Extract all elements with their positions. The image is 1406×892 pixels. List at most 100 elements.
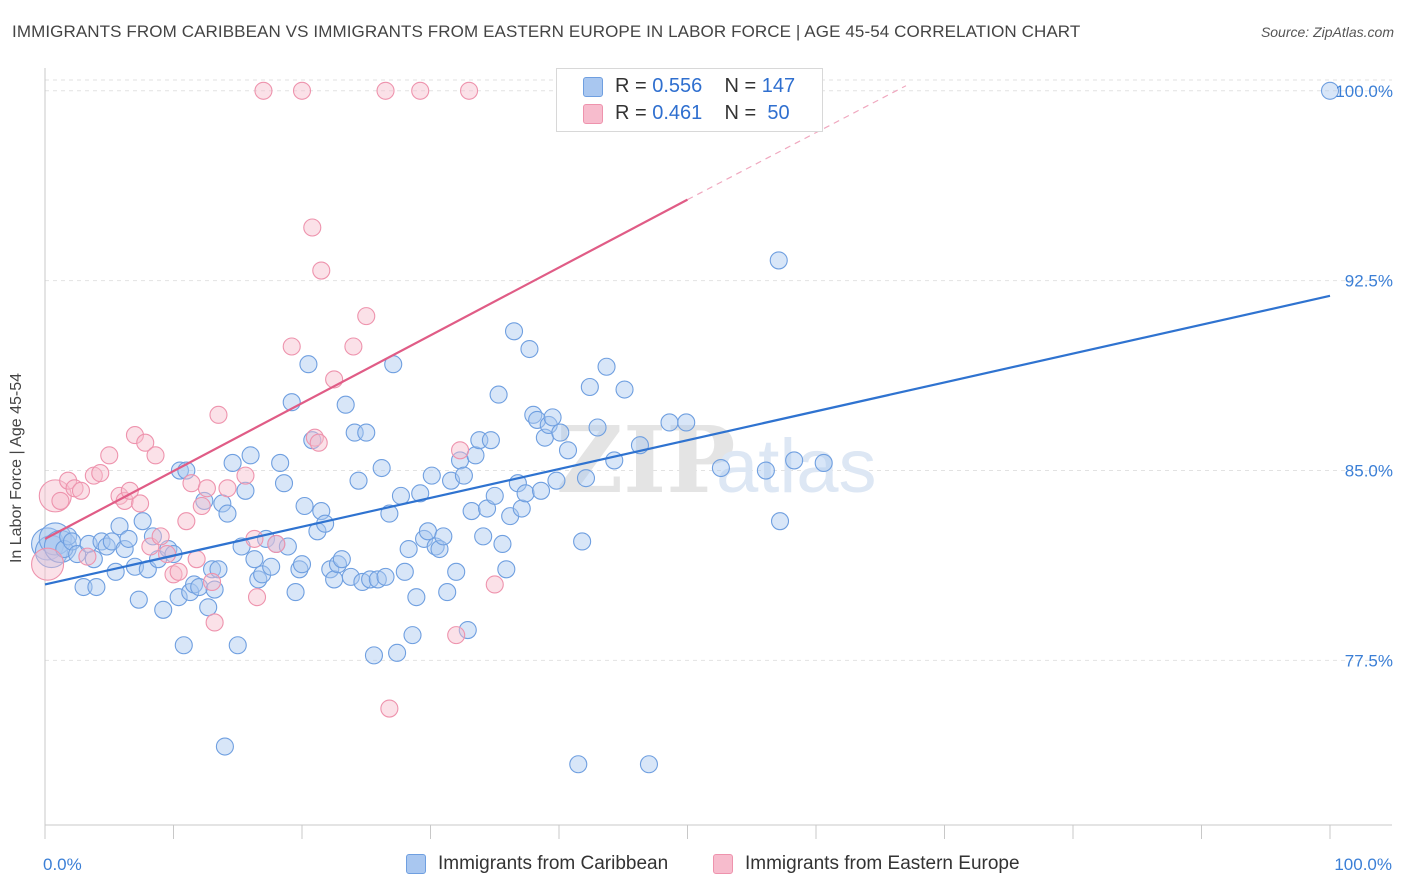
caribbean-point [785,451,804,470]
caribbean-point [615,380,634,399]
caribbean-point [485,486,504,505]
caribbean-point [520,339,539,359]
caribbean-point [462,502,481,521]
eastern-europe-point [411,81,430,100]
caribbean-point [376,567,395,586]
caribbean-point [493,534,512,554]
eastern-europe-point [187,550,206,569]
caribbean-point [576,469,596,488]
eastern-europe-point [357,307,376,326]
eastern-europe-point [78,547,97,566]
caribbean-trend-line [44,294,1331,586]
caribbean-swatch [406,854,426,874]
caribbean-point [154,600,173,619]
caribbean-point [434,527,453,546]
caribbean-point [129,590,148,609]
eastern-europe-point [59,471,78,490]
caribbean-point [466,446,485,465]
caribbean-point [228,636,247,655]
caribbean-point [290,560,309,579]
caribbean-point [68,545,87,564]
eastern-europe-point [203,572,222,591]
caribbean-point [218,504,237,523]
legend-r-label: R = [615,75,647,97]
x-tick-label: 100.0% [1334,855,1392,874]
eastern-europe-point [177,512,196,531]
caribbean-point [115,539,134,559]
points-layer [31,81,1340,774]
eastern-europe-point [169,562,188,581]
eastern-europe-point [51,491,70,510]
bottom-legend-eastern-europe-label: Immigrants from Eastern Europe [745,853,1020,874]
caribbean-point [458,621,477,640]
eastern-europe-point [309,433,328,452]
caribbean-point [547,471,566,490]
caribbean-point [543,408,562,427]
chart-title: IMMIGRANTS FROM CARIBBEAN VS IMMIGRANTS … [12,22,1081,41]
y-tick-label: 77.5% [1345,651,1393,670]
caribbean-point [215,737,234,756]
caribbean-point [87,577,106,597]
eastern-europe-point [192,496,211,516]
caribbean-point [92,532,111,551]
caribbean-point [391,486,410,505]
eastern-europe-point [31,547,65,581]
trend-layer [44,85,1331,586]
caribbean-point [395,562,414,581]
caribbean-point [399,539,418,559]
caribbean-point [569,755,588,774]
caribbean-point [380,504,399,523]
eastern-europe-point [197,479,216,498]
caribbean-point [336,395,355,414]
caribbean-point [407,588,426,607]
caribbean-point [422,466,441,485]
caribbean-point [133,512,152,531]
caribbean-point [497,560,516,579]
caribbean-point [411,484,430,503]
caribbean-point [325,570,344,589]
watermark-atlas: atlas [716,424,877,509]
eastern-europe-point [158,545,177,564]
eastern-europe-point [254,81,273,100]
caribbean-point [447,562,466,581]
eastern-europe-point [282,337,301,356]
caribbean-point [274,474,294,493]
y-axis-label: In Labor Force | Age 45-54 [8,372,25,564]
caribbean-point [97,537,116,556]
eastern-europe-point [485,575,504,594]
caribbean-point [295,496,314,516]
correlation-legend: R = 0.556 N = 147 R = 0.461 N = 50 [556,68,823,132]
eastern-europe-point [447,626,466,645]
caribbean-point [512,499,531,518]
eastern-europe-point [71,481,91,500]
tick-label-layer: 77.5% 85.0% 92.5% 100.0% 0.0% 100.0% [43,82,1393,874]
caribbean-point [660,413,679,432]
eastern-europe-point [164,565,183,584]
legend-r-eastern-europe: 0.461 [652,102,703,124]
caribbean-point [588,418,607,437]
eastern-europe-point [131,494,150,513]
caribbean-point [769,251,788,270]
eastern-europe-trend-line [44,198,689,540]
legend-n-label: N = [724,102,757,124]
caribbean-point [185,575,204,594]
caribbean-point [262,557,281,576]
caribbean-point [531,481,551,500]
eastern-europe-trend-extension [687,85,907,201]
watermark-zip: ZIP [556,406,735,514]
caribbean-point [418,522,437,541]
caribbean-point [332,550,351,569]
caribbean-point [770,512,790,531]
caribbean-point [286,583,305,602]
caribbean-point [241,446,260,465]
caribbean-point [639,755,659,774]
caribbean-point [174,636,193,655]
caribbean-point [481,431,500,450]
caribbean-swatch [583,77,603,97]
caribbean-point [341,567,360,586]
caribbean-point [756,461,775,480]
eastern-europe-point [218,479,237,498]
caribbean-point [364,646,384,665]
eastern-europe-point [209,405,228,424]
